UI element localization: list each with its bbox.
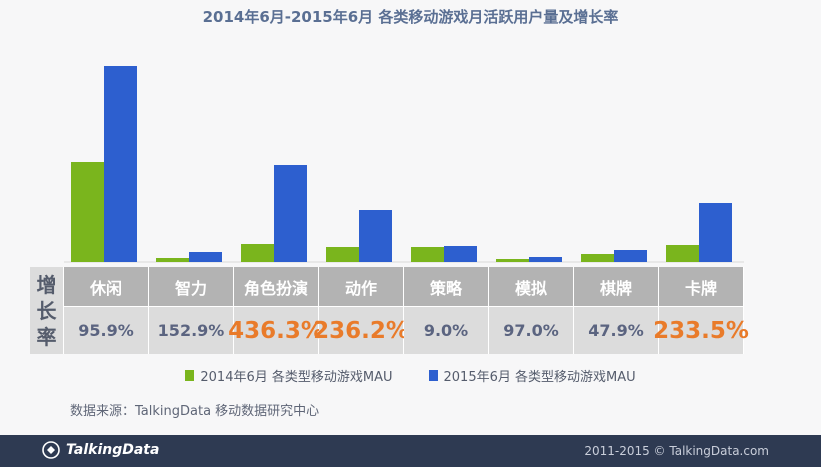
growth-rate-cell: 9.0%	[404, 307, 489, 354]
growth-rate-table: 增 长 率 休闲 智力 角色扮演 动作 策略 模拟 棋牌 卡牌 95.9% 15…	[30, 267, 749, 354]
bar-2015-7	[699, 203, 732, 262]
legend-item-2015: 2015年6月 各类型移动游戏MAU	[428, 366, 636, 385]
growth-rate-cell: 95.9%	[64, 307, 149, 354]
row-header-char: 长	[36, 298, 57, 323]
growth-rate-cell: 97.0%	[489, 307, 574, 354]
category-cell: 动作	[319, 267, 404, 307]
bar-2015-4	[444, 246, 477, 262]
bar-2014-1	[156, 258, 189, 262]
bar-2015-3	[359, 210, 392, 262]
chart-legend: 2014年6月 各类型移动游戏MAU 2015年6月 各类型移动游戏MAU	[0, 366, 821, 385]
footer-copyright: 2011-2015 © TalkingData.com	[584, 444, 769, 458]
growth-rate-cell: 236.2%	[313, 307, 409, 354]
footer-brand-label: TalkingData	[66, 442, 160, 458]
legend-swatch-2014	[185, 370, 195, 381]
growth-rate-cell: 47.9%	[574, 307, 659, 354]
data-source-note: 数据来源：TalkingData 移动数据研究中心	[70, 404, 320, 419]
bar-2015-2	[274, 165, 307, 262]
bar-2015-6	[614, 250, 647, 262]
talkingdata-logo-icon	[42, 441, 60, 459]
bar-2015-5	[529, 257, 562, 262]
chart-title: 2014年6月-2015年6月 各类移动游戏月活跃用户量及增长率	[202, 8, 619, 26]
legend-label-2015: 2015年6月 各类型移动游戏MAU	[443, 370, 636, 385]
bar-2014-4	[411, 247, 444, 262]
category-cell: 模拟	[489, 267, 574, 307]
bar-2014-7	[666, 245, 699, 262]
category-cell: 智力	[149, 267, 234, 307]
bar-chart	[64, 66, 744, 263]
bar-2014-3	[326, 247, 359, 262]
footer-brand: TalkingData	[42, 441, 159, 459]
growth-rate-cell: 436.3%	[228, 307, 324, 354]
bar-2014-6	[581, 254, 614, 262]
legend-label-2014: 2014年6月 各类型移动游戏MAU	[200, 370, 393, 385]
category-cell: 卡牌	[659, 267, 744, 307]
category-cell: 休闲	[64, 267, 149, 307]
legend-swatch-2015	[428, 370, 438, 381]
legend-item-2014: 2014年6月 各类型移动游戏MAU	[185, 366, 393, 385]
bar-2014-2	[241, 244, 274, 262]
growth-rate-cell: 233.5%	[653, 307, 749, 354]
bar-2015-1	[189, 252, 222, 262]
row-header-growth-rate: 增 长 率	[30, 267, 64, 354]
category-cell: 角色扮演	[234, 267, 319, 307]
category-cell: 策略	[404, 267, 489, 307]
row-header-char: 增	[36, 272, 57, 297]
bar-2014-0	[71, 162, 104, 262]
footer-bar: TalkingData 2011-2015 © TalkingData.com	[0, 435, 821, 467]
bar-2015-0	[104, 66, 137, 262]
row-header-char: 率	[36, 324, 57, 349]
bar-2014-5	[496, 259, 529, 262]
category-cell: 棋牌	[574, 267, 659, 307]
growth-rate-cell: 152.9%	[149, 307, 234, 354]
